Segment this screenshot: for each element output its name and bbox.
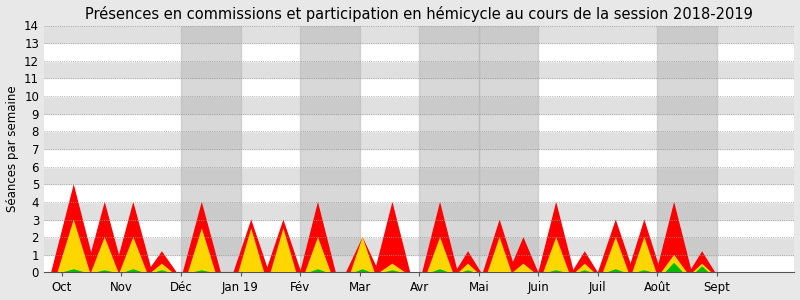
Polygon shape [628,220,661,272]
Y-axis label: Séances par semaine: Séances par semaine [6,85,18,212]
Bar [44,26,794,43]
Polygon shape [483,220,516,272]
Polygon shape [346,237,379,272]
Polygon shape [578,270,591,272]
Polygon shape [266,220,302,272]
Bar [44,220,794,237]
Bar [478,26,538,272]
Polygon shape [455,251,481,272]
Polygon shape [234,220,269,272]
Polygon shape [636,270,653,272]
Polygon shape [350,237,374,272]
Polygon shape [543,237,569,272]
Polygon shape [238,228,264,272]
Polygon shape [58,220,90,272]
Bar [44,114,794,131]
Polygon shape [119,237,147,272]
Polygon shape [509,237,538,272]
Polygon shape [662,255,687,272]
Polygon shape [383,270,402,272]
Polygon shape [427,237,453,272]
Polygon shape [431,269,449,272]
Polygon shape [693,264,711,272]
Polygon shape [665,263,683,272]
Bar [44,131,794,149]
Polygon shape [270,228,296,272]
Polygon shape [607,269,625,272]
Bar [44,78,794,96]
Polygon shape [182,202,221,272]
Polygon shape [379,264,406,272]
Bar [44,61,794,78]
Bar [44,149,794,166]
Title: Présences en commissions et participation en hémicycle au cours de la session 20: Présences en commissions et participatio… [86,6,753,22]
Polygon shape [192,270,211,272]
Polygon shape [538,202,574,272]
Polygon shape [513,264,534,272]
Polygon shape [632,237,656,272]
Bar [300,26,360,272]
Polygon shape [305,237,331,272]
Bar [44,184,794,202]
Polygon shape [51,184,96,272]
Polygon shape [422,202,458,272]
Bar [44,202,794,220]
Bar [44,43,794,61]
Polygon shape [151,264,173,272]
Polygon shape [62,269,85,272]
Polygon shape [458,264,478,272]
Polygon shape [188,228,215,272]
Polygon shape [154,270,170,272]
Polygon shape [147,251,177,272]
Bar [181,26,241,272]
Polygon shape [547,270,565,272]
Polygon shape [656,202,692,272]
Bar [419,26,478,272]
Polygon shape [689,251,715,272]
Polygon shape [575,264,594,272]
Bar [44,96,794,114]
Polygon shape [374,202,410,272]
Bar [44,255,794,272]
Bar [658,26,717,272]
Polygon shape [598,220,634,272]
Polygon shape [300,202,336,272]
Bar [44,237,794,255]
Polygon shape [695,266,709,272]
Polygon shape [86,202,124,272]
Bar [44,167,794,184]
Polygon shape [124,269,143,272]
Polygon shape [354,269,371,272]
Polygon shape [309,269,327,272]
Polygon shape [572,251,598,272]
Polygon shape [462,270,474,272]
Polygon shape [95,270,114,272]
Polygon shape [603,237,629,272]
Polygon shape [114,202,152,272]
Polygon shape [91,237,118,272]
Polygon shape [488,237,512,272]
